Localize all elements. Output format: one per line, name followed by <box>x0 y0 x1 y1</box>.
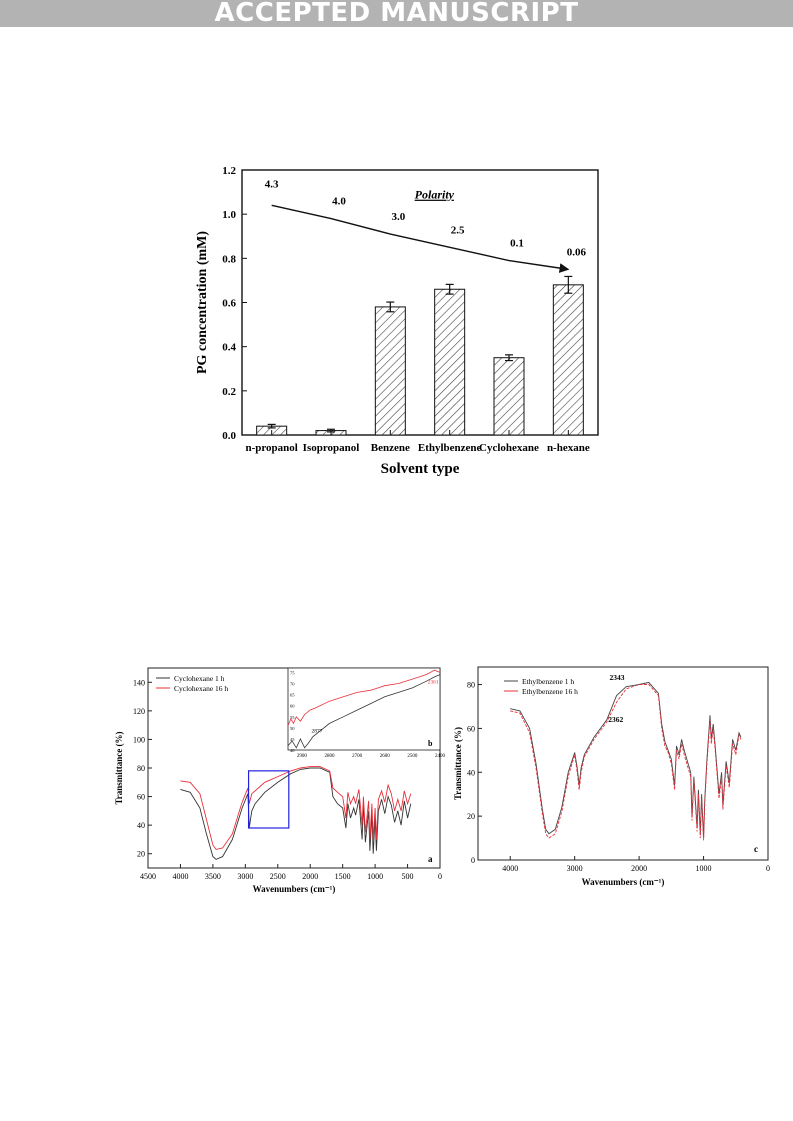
inset-y-tick-label: 55 <box>290 715 295 720</box>
x-tick-label: Cyclohexane <box>479 442 539 454</box>
bar <box>434 288 466 436</box>
series-line-cyclohexane-16h <box>180 766 412 850</box>
y-tick-label: 60 <box>467 724 475 733</box>
y-tick-label: 20 <box>137 850 145 859</box>
x-tick-label: 3000 <box>237 872 253 881</box>
x-tick-label: 1000 <box>696 864 712 873</box>
y-axis-title: Transmittance (%) <box>114 731 124 804</box>
y-tick-label: 0.6 <box>222 298 236 310</box>
inset-y-tick-label: 50 <box>290 726 295 731</box>
y-tick-label: 0.4 <box>222 342 236 354</box>
y-tick-label: 1.2 <box>222 165 236 177</box>
bar <box>374 306 406 436</box>
y-axis-title: PG concentration (mM) <box>195 231 210 374</box>
plot-frame <box>477 666 769 861</box>
x-tick-label: 3000 <box>567 864 583 873</box>
y-tick-label: 0.0 <box>222 430 236 442</box>
polarity-value-label: 0.1 <box>510 238 524 250</box>
zoom-box <box>247 770 290 829</box>
ftir-ethylbenzene-chart: 4000 3000 2000 1000 0 0 20 40 60 80 Ethylbenzene 1… <box>453 666 770 887</box>
x-tick-label: 2500 <box>270 872 286 881</box>
x-tick-label: 4000 <box>502 864 518 873</box>
inset-frame <box>287 667 441 751</box>
polarity-value-label: 3.0 <box>391 211 405 223</box>
y-tick-label: 140 <box>133 678 145 687</box>
inset-series-line <box>287 669 441 726</box>
inset-panel-label: b <box>428 739 433 748</box>
x-tick-label: Isopropanol <box>303 442 360 454</box>
accepted-manuscript-banner: ACCEPTED MANUSCRIPT <box>0 0 793 27</box>
x-axis-title: Wavenumbers (cm⁻¹) <box>582 877 665 887</box>
x-tick-label: 1000 <box>367 872 383 881</box>
inset-y-tick-label: 75 <box>290 670 295 675</box>
x-tick-label: Ethylbenzene <box>418 442 482 454</box>
y-tick-label: 60 <box>137 793 145 802</box>
y-tick-label: 80 <box>137 764 145 773</box>
series-line-cyclohexane-1h <box>180 767 412 860</box>
series-line-ethylbenzene-16h <box>510 684 742 841</box>
legend-label: Cyclohexane 1 h <box>174 674 225 683</box>
inset-annotation: 2877 <box>311 728 322 734</box>
x-tick-label: 500 <box>402 872 414 881</box>
x-tick-label: 3500 <box>205 872 221 881</box>
y-tick-label: 0.8 <box>222 253 236 265</box>
bar <box>493 357 525 436</box>
y-tick-label: 80 <box>467 681 475 690</box>
x-tick-label: 4500 <box>140 872 156 881</box>
inset-y-tick-label: 45 <box>290 737 295 742</box>
legend-label: Cyclohexane 16 h <box>174 684 228 693</box>
x-tick-label: 2000 <box>302 872 318 881</box>
y-tick-label: 40 <box>137 821 145 830</box>
ftir-cyclohexane-chart: 4500 4000 3500 3000 2500 2000 1500 1000 500 0 20 40… <box>114 667 446 894</box>
inset-y-tick-label: 60 <box>290 704 295 709</box>
x-axis-title: Solvent type <box>381 461 460 477</box>
panel-label: c <box>754 844 758 854</box>
y-axis-title: Transmittance (%) <box>453 727 463 800</box>
inset-y-tick-label: 70 <box>290 682 295 687</box>
x-tick-label: 4000 <box>172 872 188 881</box>
x-tick-label: n-hexane <box>547 442 590 454</box>
y-tick-label: 40 <box>467 768 475 777</box>
peak-annotation: 2362 <box>608 715 623 724</box>
inset-annotation: 2361 <box>428 680 439 686</box>
panel-label: a <box>428 854 433 864</box>
x-tick-label: 0 <box>438 872 442 881</box>
x-tick-label: n-propanol <box>245 442 297 454</box>
inset-x-tick-label: 2700 <box>352 754 363 759</box>
y-tick-label: 0 <box>471 856 475 865</box>
inset-y-tick-label: 65 <box>290 693 295 698</box>
polarity-value-label: 4.0 <box>332 196 346 208</box>
inset-x-tick-label: 2800 <box>324 754 335 759</box>
x-tick-label: 1500 <box>335 872 351 881</box>
solvent-bar-chart: 0.0 0.2 0.4 0.6 0.8 1.0 1.2 n-propanol Isopropan… <box>195 165 599 477</box>
polarity-value-label: 2.5 <box>451 224 465 236</box>
inset-x-tick-label: 2400 <box>435 754 446 759</box>
y-tick-label: 1.0 <box>222 209 236 221</box>
inset-y-tick-label: 40 <box>290 748 295 753</box>
x-axis-title: Wavenumbers (cm⁻¹) <box>253 884 336 894</box>
peak-annotation: 2343 <box>610 673 625 682</box>
x-tick-label: Benzene <box>371 442 410 454</box>
y-tick-label: 120 <box>133 707 145 716</box>
legend-label: Ethylbenzene 16 h <box>522 687 578 696</box>
y-tick-label: 100 <box>133 735 145 744</box>
polarity-title: Polarity <box>415 188 455 202</box>
polarity-value-label: 0.06 <box>567 246 587 258</box>
legend-label: Ethylbenzene 1 h <box>522 677 574 686</box>
series-line-ethylbenzene-1h <box>510 681 742 839</box>
inset-x-tick-label: 2900 <box>297 754 308 759</box>
y-tick-label: 20 <box>467 812 475 821</box>
x-tick-label: 0 <box>766 864 770 873</box>
polarity-arrow <box>271 204 570 273</box>
y-tick-label: 0.2 <box>222 386 236 398</box>
inset-x-tick-label: 2600 <box>380 754 391 759</box>
inset-x-tick-label: 2500 <box>407 754 418 759</box>
polarity-value-label: 4.3 <box>265 178 279 190</box>
plot-frame <box>241 169 599 436</box>
x-tick-label: 2000 <box>631 864 647 873</box>
inset-series-line <box>287 674 441 749</box>
bar <box>552 284 584 436</box>
